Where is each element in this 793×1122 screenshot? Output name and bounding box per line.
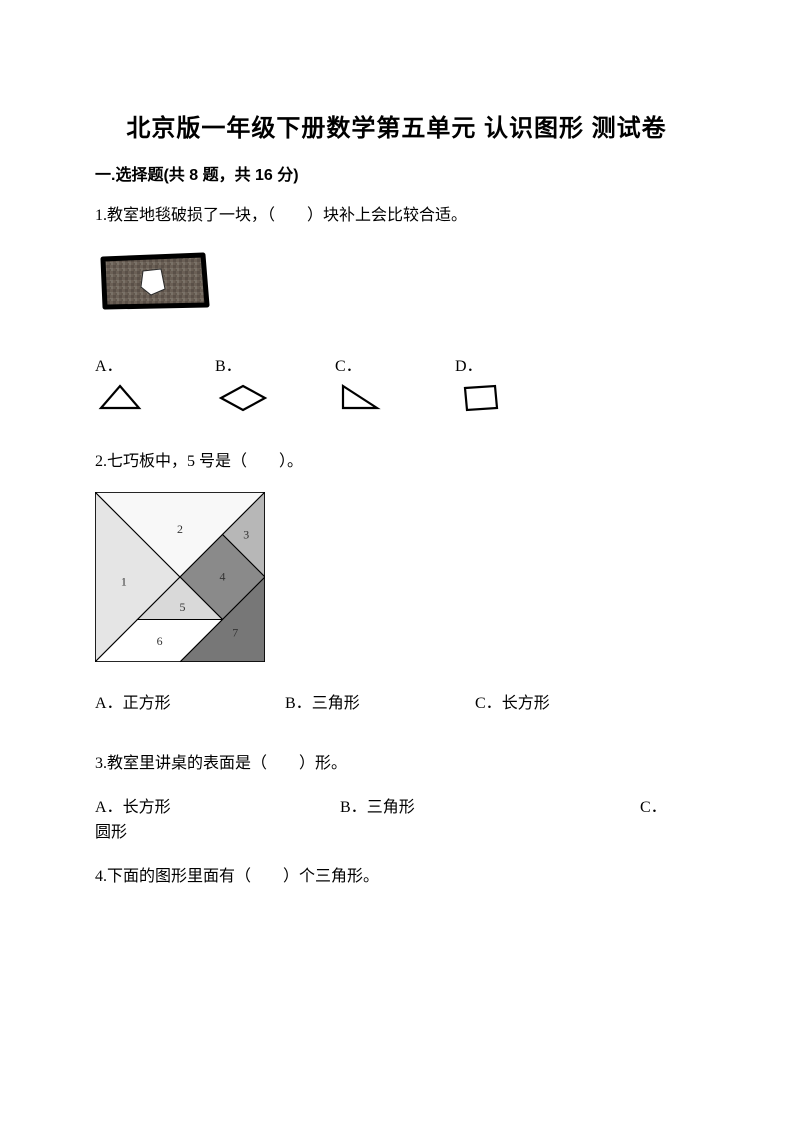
- svg-text:1: 1: [121, 575, 127, 589]
- q2-option-b-text: 三角形: [312, 689, 360, 713]
- q3-option-a-text: 长方形: [123, 799, 171, 816]
- svg-text:7: 7: [232, 626, 238, 640]
- svg-text:2: 2: [177, 522, 183, 536]
- q3-option-a[interactable]: A．长方形: [95, 795, 340, 821]
- q3-option-c[interactable]: C．: [640, 795, 667, 821]
- q2-option-a[interactable]: A． 正方形: [95, 689, 285, 713]
- question-3-options: A．长方形 B．三角形 C． 圆形: [95, 795, 698, 846]
- svg-text:6: 6: [157, 634, 163, 648]
- q1-option-d[interactable]: D．: [455, 352, 575, 419]
- q1-option-a[interactable]: A．: [95, 352, 215, 419]
- question-1-figure: [95, 247, 698, 322]
- question-4-text: 4.下面的图形里面有（ ）个三角形。: [95, 864, 698, 890]
- q3-option-b[interactable]: B．三角形: [340, 795, 640, 821]
- q2-option-a-label: A．: [95, 689, 123, 713]
- q3-option-a-label: A．: [95, 799, 123, 816]
- q3-option-c-text: 圆形: [95, 820, 698, 846]
- svg-text:3: 3: [243, 528, 249, 542]
- page: 北京版一年级下册数学第五单元 认识图形 测试卷 一.选择题(共 8 题，共 16…: [0, 0, 793, 1122]
- q3-option-b-text: 三角形: [367, 799, 415, 816]
- q2-option-c[interactable]: C． 长方形: [475, 689, 550, 713]
- q3-option-b-label: B．: [340, 799, 367, 816]
- section-header: 一.选择题(共 8 题，共 16 分): [95, 161, 698, 185]
- q2-option-b-label: B．: [285, 689, 312, 713]
- q2-option-b[interactable]: B． 三角形: [285, 689, 475, 713]
- q1-option-c[interactable]: C．: [335, 352, 455, 419]
- q3-option-c-label: C．: [640, 799, 667, 816]
- q1-option-d-label: D．: [455, 352, 575, 376]
- q1-option-a-label: A．: [95, 352, 215, 376]
- q1-option-b-label: B．: [215, 352, 335, 376]
- q1-option-c-label: C．: [335, 352, 455, 376]
- q1-option-b[interactable]: B．: [215, 352, 335, 419]
- question-2-text: 2.七巧板中，5 号是（ ）。: [95, 449, 698, 475]
- question-1-text: 1.教室地毯破损了一块，（ ）块补上会比较合适。: [95, 203, 698, 229]
- q1-shape-d: [455, 380, 505, 414]
- question-3-text: 3.教室里讲桌的表面是（ ）形。: [95, 751, 698, 777]
- carpet-image: [95, 247, 215, 317]
- q2-option-c-label: C．: [475, 689, 502, 713]
- question-1-options: A． B． C． D．: [95, 352, 698, 419]
- tangram-image: 1 2 3 4 5 6 7: [95, 492, 265, 662]
- q1-shape-b: [215, 380, 271, 414]
- q1-shape-c: [335, 380, 385, 414]
- svg-text:5: 5: [180, 600, 186, 614]
- q1-shape-a: [95, 380, 145, 414]
- q2-option-c-text: 长方形: [502, 689, 550, 713]
- svg-text:4: 4: [220, 570, 226, 584]
- question-2-figure: 1 2 3 4 5 6 7: [95, 492, 698, 667]
- question-2-options: A． 正方形 B． 三角形 C． 长方形: [95, 689, 698, 713]
- q2-option-a-text: 正方形: [123, 689, 171, 713]
- page-title: 北京版一年级下册数学第五单元 认识图形 测试卷: [95, 108, 698, 143]
